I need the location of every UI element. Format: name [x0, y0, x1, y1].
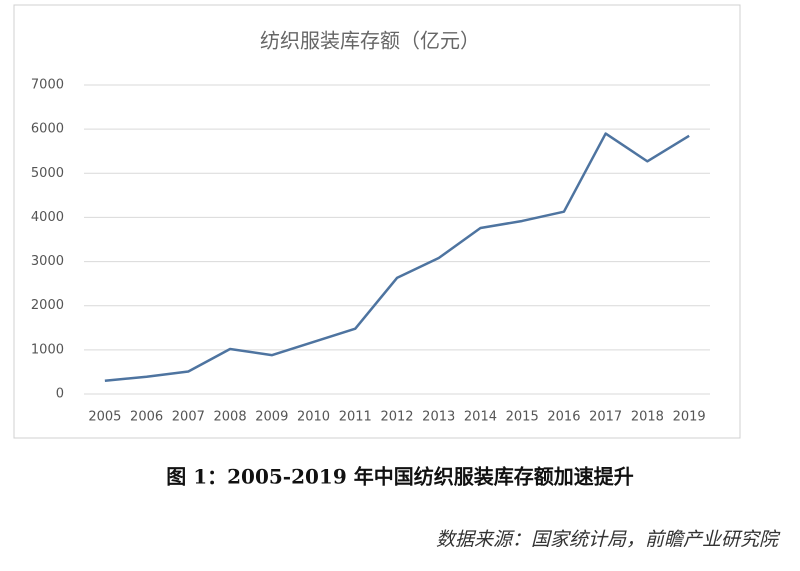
x-tick-label: 2012 — [380, 410, 413, 425]
series-line — [104, 132, 690, 383]
y-tick-label: 5000 — [31, 166, 64, 181]
x-tick-label: 2015 — [506, 410, 539, 425]
x-tick-label: 2018 — [631, 410, 664, 425]
x-tick-label: 2007 — [172, 410, 205, 425]
x-tick-label: 2010 — [297, 410, 330, 425]
chart-frame — [13, 4, 741, 439]
x-tick-label: 2009 — [255, 410, 288, 425]
x-tick-label: 2014 — [464, 410, 497, 425]
source: 数据来源：国家统计局，前瞻产业研究院 — [436, 529, 781, 551]
x-tick-label: 2011 — [339, 410, 372, 425]
y-tick-label: 7000 — [31, 78, 64, 93]
x-tick-label: 2013 — [422, 410, 455, 425]
x-tick-label: 2019 — [673, 410, 706, 425]
x-tick-label: 2005 — [88, 410, 121, 425]
y-tick-label: 1000 — [31, 342, 64, 357]
x-tick-label: 2016 — [547, 410, 580, 425]
y-tick-label: 3000 — [31, 254, 64, 269]
y-tick-label: 0 — [56, 387, 64, 402]
x-tick-label: 2006 — [130, 410, 163, 425]
x-tick-label: 2008 — [214, 410, 247, 425]
y-tick-label: 6000 — [31, 122, 64, 137]
y-tick-label: 4000 — [31, 210, 64, 225]
x-tick-label: 2017 — [589, 410, 622, 425]
y-tick-label: 2000 — [31, 298, 64, 313]
caption: 图 1：2005-2019 年中国纺织服装库存额加速提升 — [166, 465, 633, 489]
chart-title: 纺织服装库存额（亿元） — [260, 29, 480, 53]
